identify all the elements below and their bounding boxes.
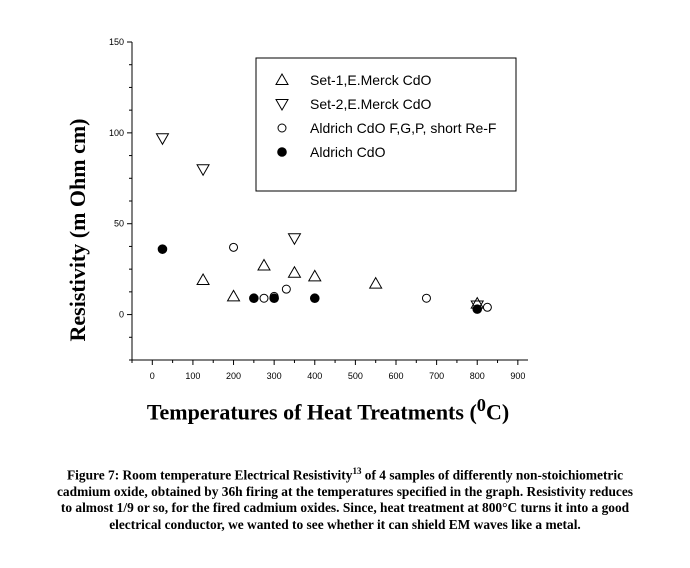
data-point: [196, 164, 210, 177]
data-point: [269, 293, 279, 304]
legend-marker: [275, 72, 289, 85]
data-point: [257, 258, 271, 271]
legend-marker: [275, 99, 289, 112]
x-tick-label: 0: [150, 371, 155, 381]
y-tick-label: 150: [109, 37, 124, 47]
x-axis-label: Temperatures of Heat Treatments (0C): [118, 395, 538, 425]
data-point: [482, 302, 492, 312]
data-point: [309, 293, 320, 304]
series-3: [229, 242, 492, 312]
x-axis-label-suffix: C): [485, 399, 510, 425]
caption-prefix: Figure 7: Room temperature Electrical Re…: [66, 467, 353, 483]
data-point: [249, 293, 259, 304]
data-point: [157, 244, 168, 254]
x-tick-label: 300: [267, 371, 282, 381]
x-tick-label: 700: [429, 371, 444, 381]
data-point: [229, 242, 239, 252]
data-point: [196, 273, 210, 286]
legend-label: Aldrich CdO F,G,P, short Re-F: [310, 120, 496, 136]
x-tick-label: 100: [185, 371, 200, 381]
legend-marker: [277, 123, 287, 133]
data-point: [281, 284, 291, 294]
data-point: [259, 293, 269, 303]
data-point: [368, 276, 383, 289]
data-point: [421, 293, 431, 303]
legend-label: Set-1,E.Merck CdO: [310, 72, 431, 88]
caption-reference: 13: [352, 466, 362, 476]
legend-box: [255, 57, 517, 192]
x-axis-label-prefix: Temperatures of Heat Treatments (: [146, 399, 477, 425]
x-tick-label: 600: [388, 371, 403, 381]
y-tick-label: 50: [114, 219, 124, 229]
series-1: [196, 258, 485, 309]
plot-axes: 0 50 100 150 0 100 200 300 400 500 600 700 800 900: [109, 37, 528, 381]
x-tick-label: 200: [226, 371, 241, 381]
x-axis-label-degree: 0: [476, 395, 486, 415]
legend: Set-1,E.Merck CdO Set-2,E.Merck CdO Aldric…: [255, 57, 517, 192]
x-tick-label: 900: [510, 371, 525, 381]
figure-caption: Figure 7: Room temperature Electrical Re…: [55, 463, 635, 533]
data-point: [472, 304, 483, 314]
legend-label: Aldrich CdO: [310, 144, 386, 160]
y-axis-label: Resistivity (m Ohm cm): [65, 118, 90, 342]
x-tick-label: 400: [307, 371, 322, 381]
legend-label: Set-2,E.Merck CdO: [310, 96, 431, 112]
caption-text: of 4 samples of differently non-stoichio…: [56, 467, 634, 532]
y-tick-label: 100: [109, 128, 124, 138]
data-point: [155, 133, 170, 146]
y-tick-label: 0: [119, 310, 124, 320]
x-tick-label: 500: [348, 371, 363, 381]
data-point: [287, 233, 302, 246]
data-points: [155, 133, 492, 314]
scatter-chart: 0 50 100 150 0 100 200 300 400 500 600 700 800 900 Se…: [109, 37, 528, 381]
data-point: [307, 269, 322, 282]
x-tick-label: 800: [470, 371, 485, 381]
series-4: [157, 244, 483, 314]
legend-marker: [277, 147, 287, 157]
data-point: [287, 265, 302, 278]
data-point: [226, 289, 241, 302]
